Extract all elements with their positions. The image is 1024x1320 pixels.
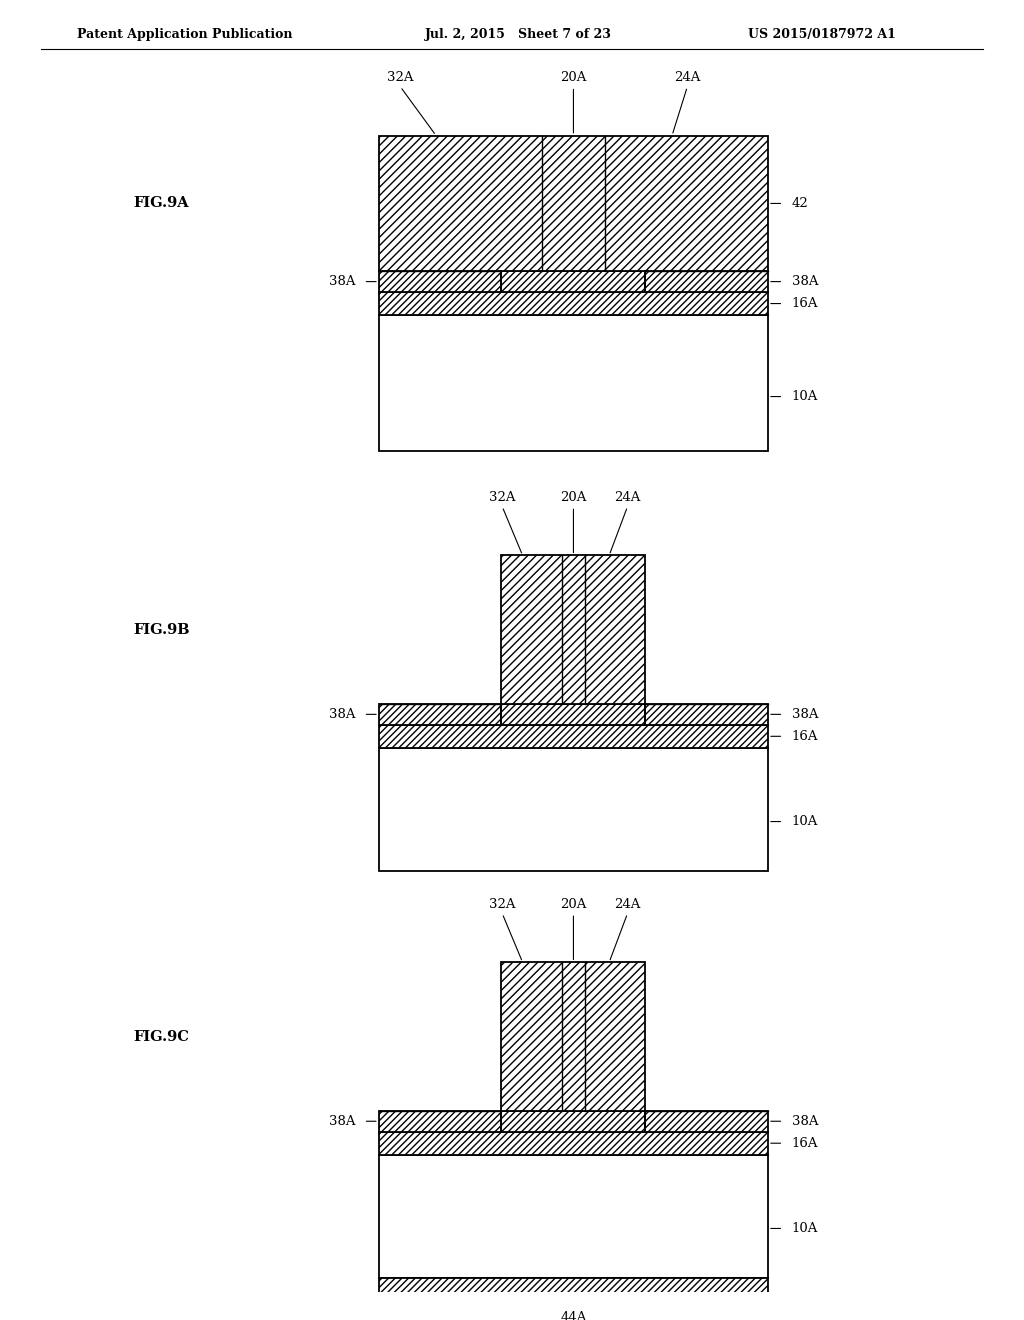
Bar [585,556,645,704]
Bar [645,1111,768,1131]
Bar [379,272,502,292]
Bar [379,1155,768,1278]
Text: 44A: 44A [560,1311,587,1320]
Text: 16A: 16A [792,730,818,743]
Text: 32A: 32A [488,898,515,911]
Text: 16A: 16A [792,1137,818,1150]
Bar [562,962,585,1111]
Bar [543,136,604,272]
Bar [502,1111,645,1131]
Text: 10A: 10A [792,814,818,828]
Text: 20A: 20A [560,491,587,504]
Text: 38A: 38A [329,708,355,721]
Bar [379,136,768,272]
Bar [502,272,645,292]
Text: 38A: 38A [792,708,818,721]
Bar [379,748,768,871]
Bar [379,725,768,748]
Bar [585,962,645,1111]
Bar [379,1278,768,1298]
Text: 38A: 38A [329,275,355,288]
Text: FIG.9B: FIG.9B [133,623,189,636]
Text: 38A: 38A [792,275,818,288]
Text: FIG.9C: FIG.9C [133,1030,189,1044]
Bar [502,704,645,725]
Text: 10A: 10A [792,391,818,403]
Bar [502,556,562,704]
Bar [502,556,645,704]
Bar [604,136,768,272]
Text: 24A: 24A [614,491,641,504]
Bar [379,292,768,315]
Text: 16A: 16A [792,297,818,310]
Text: FIG.9A: FIG.9A [133,197,188,210]
Text: 20A: 20A [560,898,587,911]
Text: 42: 42 [792,197,808,210]
Bar [502,962,562,1111]
Text: Patent Application Publication: Patent Application Publication [77,28,292,41]
Text: 24A: 24A [614,898,641,911]
Text: 38A: 38A [329,1115,355,1127]
Bar [379,704,502,725]
Text: 32A: 32A [488,491,515,504]
Text: 38A: 38A [792,1115,818,1127]
Bar [379,1131,768,1155]
Text: 20A: 20A [560,71,587,84]
Bar [379,136,543,272]
Bar [645,704,768,725]
Bar [645,272,768,292]
Text: 32A: 32A [387,71,414,84]
Bar [562,556,585,704]
Text: 10A: 10A [792,1222,818,1236]
Bar [379,1111,502,1131]
Bar [379,315,768,451]
Text: US 2015/0187972 A1: US 2015/0187972 A1 [748,28,895,41]
Text: Jul. 2, 2015   Sheet 7 of 23: Jul. 2, 2015 Sheet 7 of 23 [425,28,611,41]
Text: 24A: 24A [674,71,700,84]
Bar [502,962,645,1111]
